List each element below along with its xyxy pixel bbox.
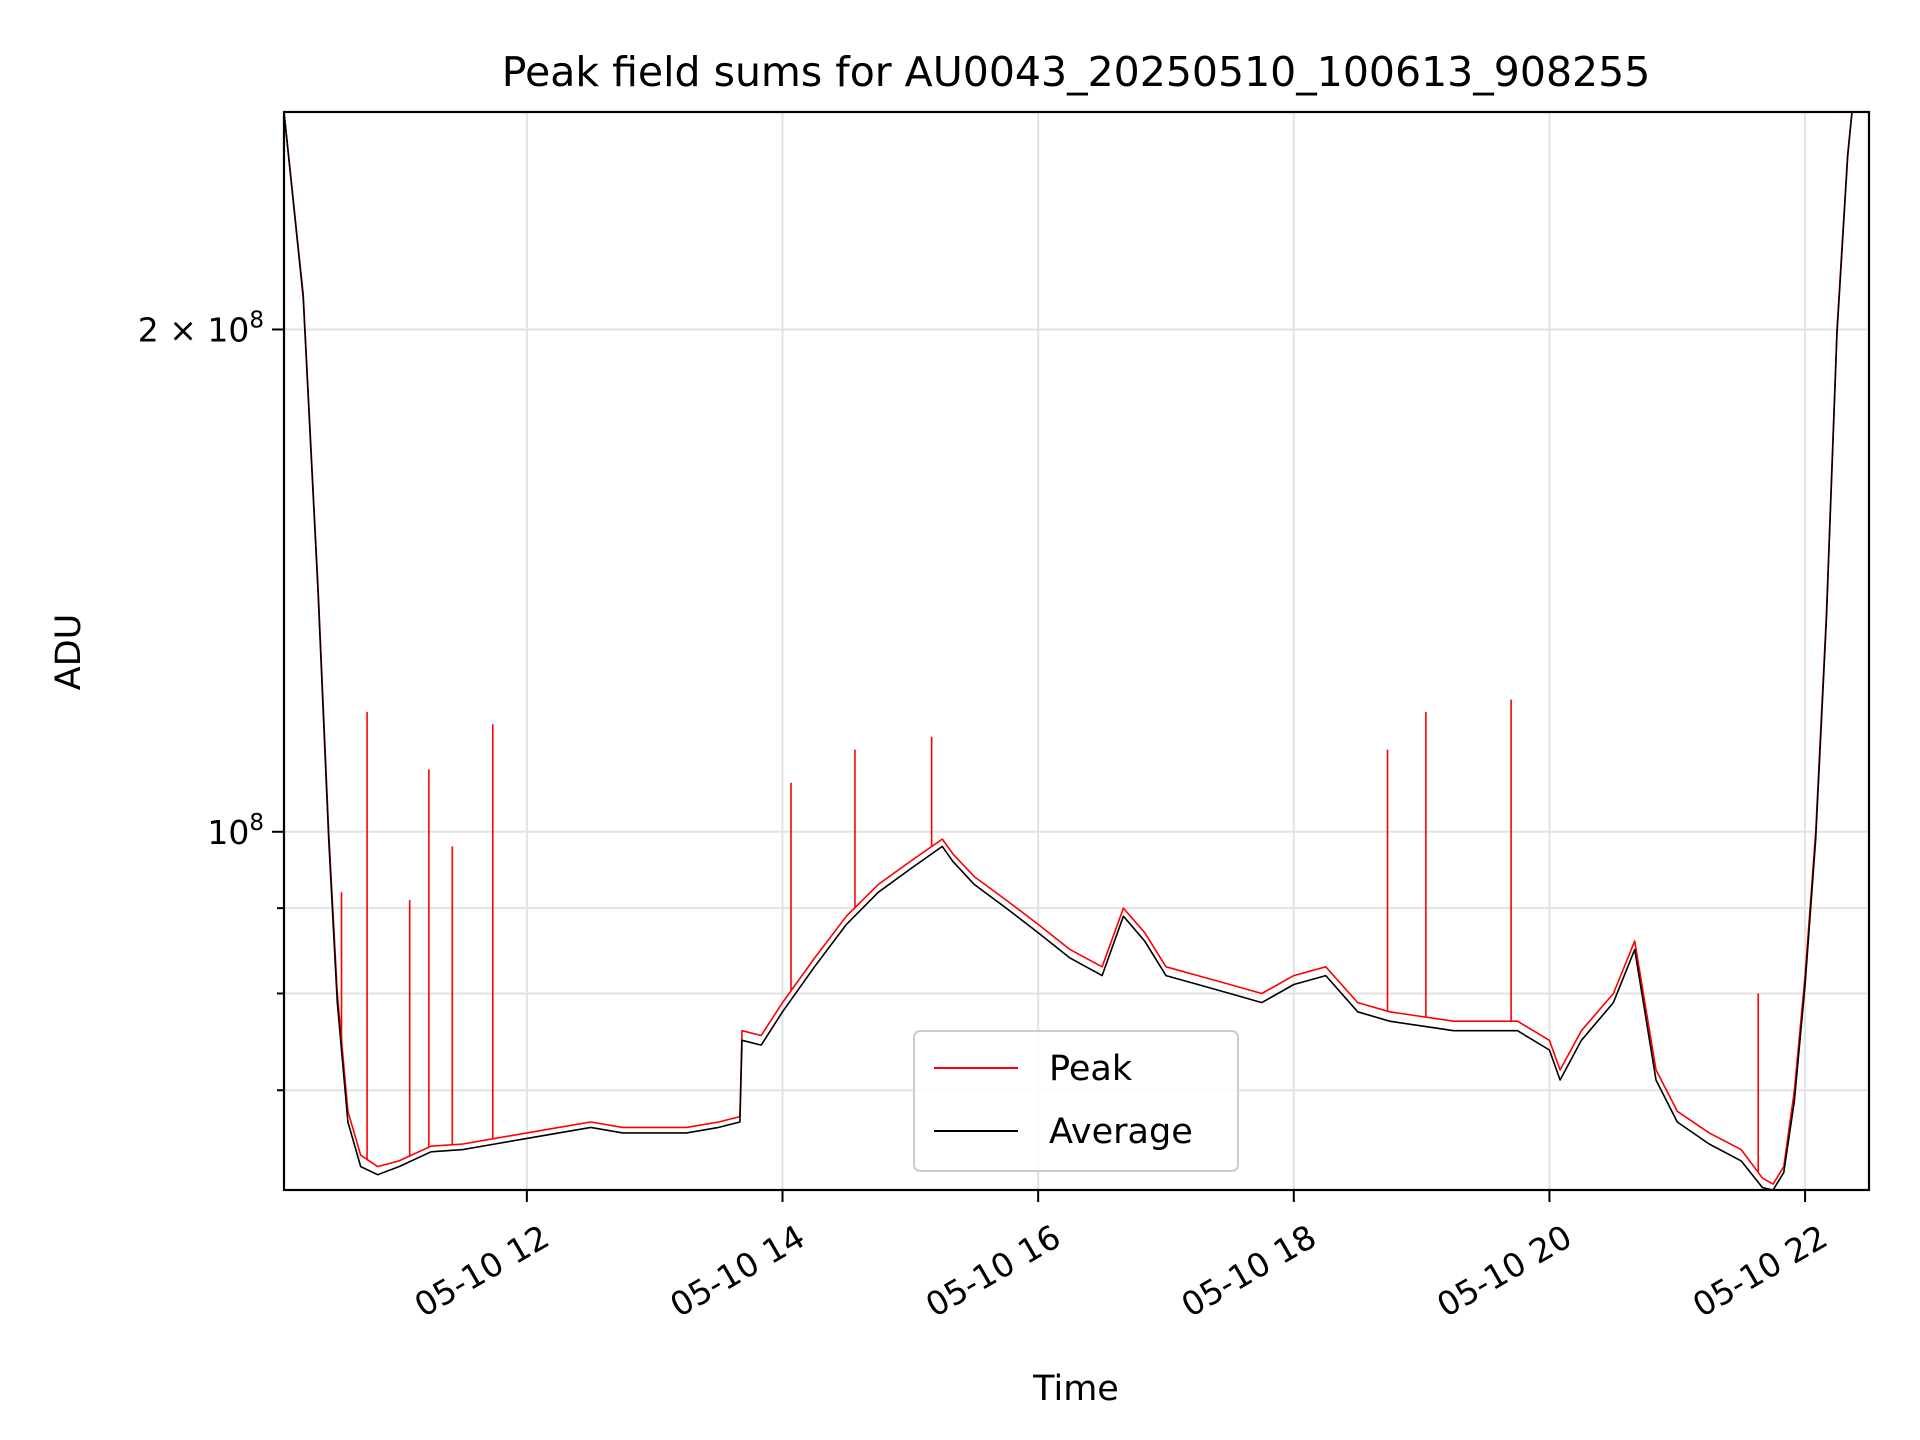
legend-label-peak: Peak — [1049, 1049, 1133, 1089]
x-tick-label-0: 05-10 12 — [408, 1217, 556, 1325]
x-tick-label-2: 05-10 16 — [919, 1217, 1067, 1325]
x-tick-label-3: 05-10 18 — [1175, 1217, 1323, 1325]
grid-lines — [284, 112, 1869, 1190]
y-axis-ticks: 2 × 108 108 — [138, 307, 284, 1092]
x-axis-label: Time — [1032, 1369, 1119, 1409]
x-tick-label-1: 05-10 14 — [663, 1217, 811, 1325]
series-line-peak — [284, 112, 1853, 1185]
legend: Peak Average — [913, 1030, 1239, 1172]
y-tick-label-0: 2 × 108 — [138, 307, 264, 349]
chart-title: Peak field sums for AU0043_20250510_1006… — [502, 48, 1651, 96]
y-tick-label-1: 108 — [207, 810, 264, 852]
x-tick-label-5: 05-10 22 — [1686, 1217, 1834, 1325]
plot-frame — [282, 110, 1871, 1192]
x-tick-label-4: 05-10 20 — [1430, 1217, 1578, 1325]
legend-box — [913, 1030, 1239, 1172]
y-axis-label: ADU — [49, 614, 89, 691]
x-axis-ticks: 05-10 12 05-10 14 05-10 16 05-10 18 05-10 20… — [408, 1190, 1834, 1325]
series-line-average — [284, 112, 1853, 1190]
series-layer — [284, 112, 1853, 1190]
legend-label-average: Average — [1049, 1112, 1193, 1152]
